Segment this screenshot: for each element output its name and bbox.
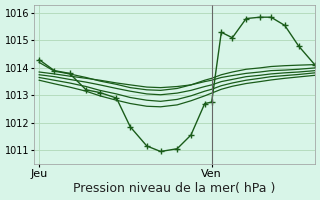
X-axis label: Pression niveau de la mer( hPa ): Pression niveau de la mer( hPa ) [73,182,276,195]
